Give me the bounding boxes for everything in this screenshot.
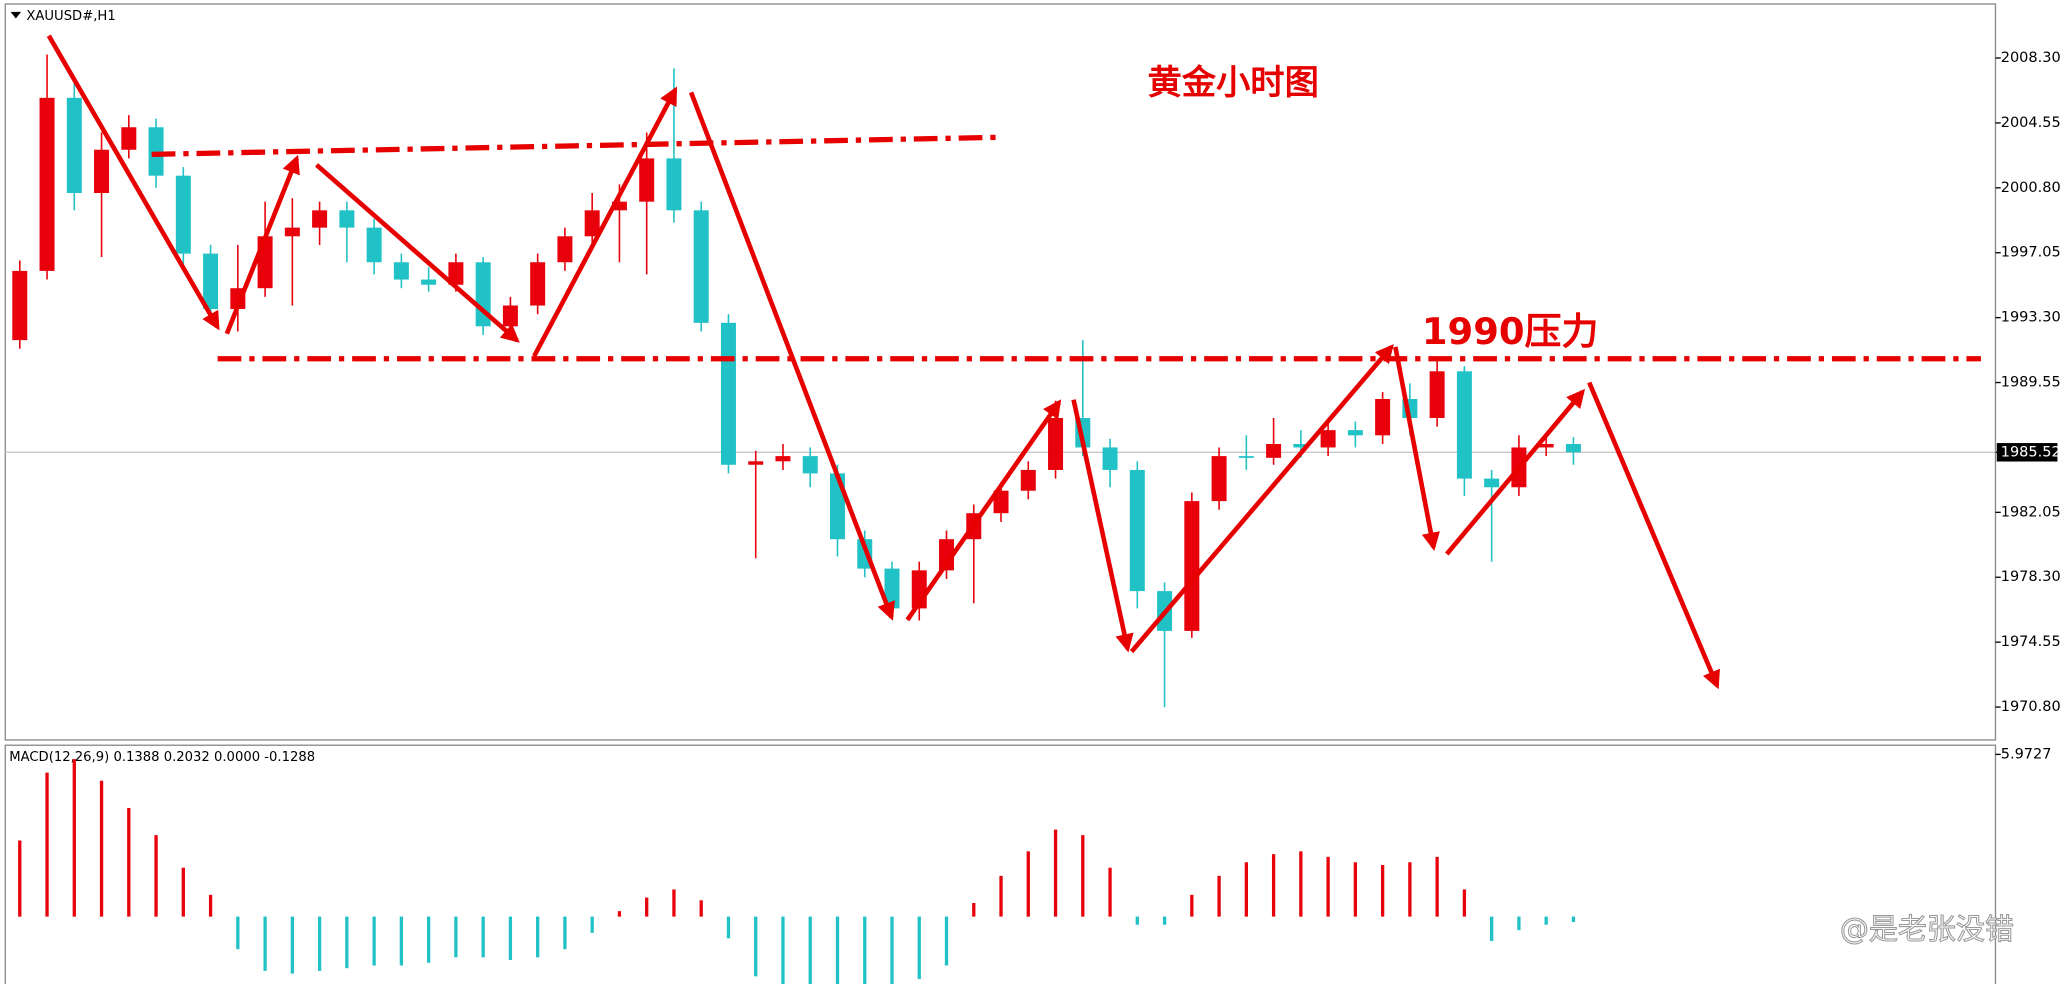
candle-body bbox=[693, 210, 709, 323]
y-tick-label: 1974.55 bbox=[2001, 634, 2061, 650]
candle-body bbox=[1020, 469, 1036, 491]
candle-body bbox=[802, 456, 818, 474]
candle-body bbox=[1347, 430, 1363, 436]
candle-body bbox=[1320, 430, 1336, 448]
candle-body bbox=[1238, 456, 1254, 458]
y-tick-label: 1982.05 bbox=[2001, 504, 2061, 520]
candle-body bbox=[66, 97, 82, 194]
candle-body bbox=[175, 175, 191, 254]
dashed-line bbox=[151, 134, 1003, 158]
trend-arrows bbox=[46, 34, 1720, 690]
candle-body bbox=[502, 305, 518, 327]
y-tick-label: 1997.05 bbox=[2001, 245, 2061, 261]
candle-body bbox=[121, 127, 137, 150]
annotation: 1990压力 bbox=[1422, 310, 1599, 353]
candle-body bbox=[1429, 371, 1445, 419]
candle-body bbox=[720, 322, 736, 465]
y-tick-label: 5.9727 bbox=[2001, 746, 2052, 762]
macd-panel bbox=[4, 744, 1997, 984]
y-tick-label: 1978.30 bbox=[2001, 569, 2061, 585]
candle-body bbox=[639, 158, 655, 202]
candle-body bbox=[12, 270, 28, 341]
y-tick-label: 1989.55 bbox=[2001, 375, 2061, 391]
candle-body bbox=[1484, 478, 1500, 488]
candle-body bbox=[366, 227, 382, 263]
candle-body bbox=[421, 279, 437, 285]
y-tick-label: 1985.52 bbox=[2001, 444, 2061, 460]
candle-body bbox=[775, 456, 791, 462]
arrow bbox=[532, 86, 678, 358]
marks: 2008.30 2004.55 2000.80 1997.05 1993.30 1989.… bbox=[5, 50, 2061, 984]
arrow bbox=[1445, 388, 1586, 556]
candle-body bbox=[393, 262, 409, 280]
candle-body bbox=[993, 490, 1009, 514]
candle-body bbox=[1102, 447, 1118, 470]
candle-body bbox=[284, 227, 300, 237]
candle-body bbox=[94, 149, 110, 194]
candle-body bbox=[939, 539, 955, 571]
arrow bbox=[905, 399, 1062, 622]
arrow bbox=[315, 163, 520, 343]
candle-body bbox=[339, 210, 355, 228]
candle-body bbox=[257, 236, 273, 289]
candle-body bbox=[884, 568, 900, 609]
watermark-logo bbox=[1802, 916, 1830, 944]
candle-body bbox=[448, 262, 464, 285]
candle-body bbox=[666, 158, 682, 211]
arrow bbox=[1587, 381, 1720, 690]
candle-body bbox=[1456, 371, 1472, 479]
candle-body bbox=[39, 97, 55, 271]
arrow bbox=[46, 34, 220, 331]
candle-body bbox=[530, 262, 546, 306]
candle-body bbox=[148, 127, 164, 176]
candle-body bbox=[611, 201, 627, 211]
candle-body bbox=[557, 236, 573, 263]
candle-body bbox=[1211, 456, 1227, 502]
arrow bbox=[1129, 344, 1394, 654]
y-tick-label: 2004.55 bbox=[2001, 115, 2061, 131]
candle-body bbox=[1266, 443, 1282, 458]
arrow bbox=[1393, 346, 1440, 552]
candle-body bbox=[1048, 418, 1064, 470]
y-tick-label: 2008.30 bbox=[2001, 50, 2061, 66]
macd-label: MACD(12,26,9) 0.1388 0.2032 0.0000 -0.12… bbox=[9, 750, 315, 765]
chart-title: 黄金小时图 bbox=[1147, 63, 1318, 103]
main-panel bbox=[4, 3, 1997, 741]
y-tick-label: 2000.80 bbox=[2001, 180, 2061, 196]
menu-triangle[interactable] bbox=[10, 11, 22, 19]
candle-body bbox=[584, 210, 600, 237]
candle-body bbox=[1293, 443, 1309, 448]
resistance-lines bbox=[151, 134, 1981, 362]
candle-body bbox=[748, 461, 764, 465]
current-price-box bbox=[1996, 443, 2058, 462]
arrow bbox=[224, 154, 300, 335]
candle-body bbox=[1184, 501, 1200, 631]
candle-body bbox=[203, 253, 219, 309]
y-tick-label: 1993.30 bbox=[2001, 310, 2061, 326]
candle-body bbox=[1565, 443, 1581, 453]
watermark: @是老张没错 bbox=[1840, 912, 2014, 946]
y-tick-label: 1970.80 bbox=[2001, 699, 2061, 715]
candle-body bbox=[1538, 443, 1554, 448]
arrow bbox=[1071, 399, 1134, 653]
candle-body bbox=[312, 210, 328, 228]
symbol-label: XAUUSD#,H1 bbox=[26, 9, 115, 24]
arrow bbox=[688, 91, 895, 621]
candle-body bbox=[1129, 469, 1145, 592]
candle-body bbox=[1375, 398, 1391, 436]
